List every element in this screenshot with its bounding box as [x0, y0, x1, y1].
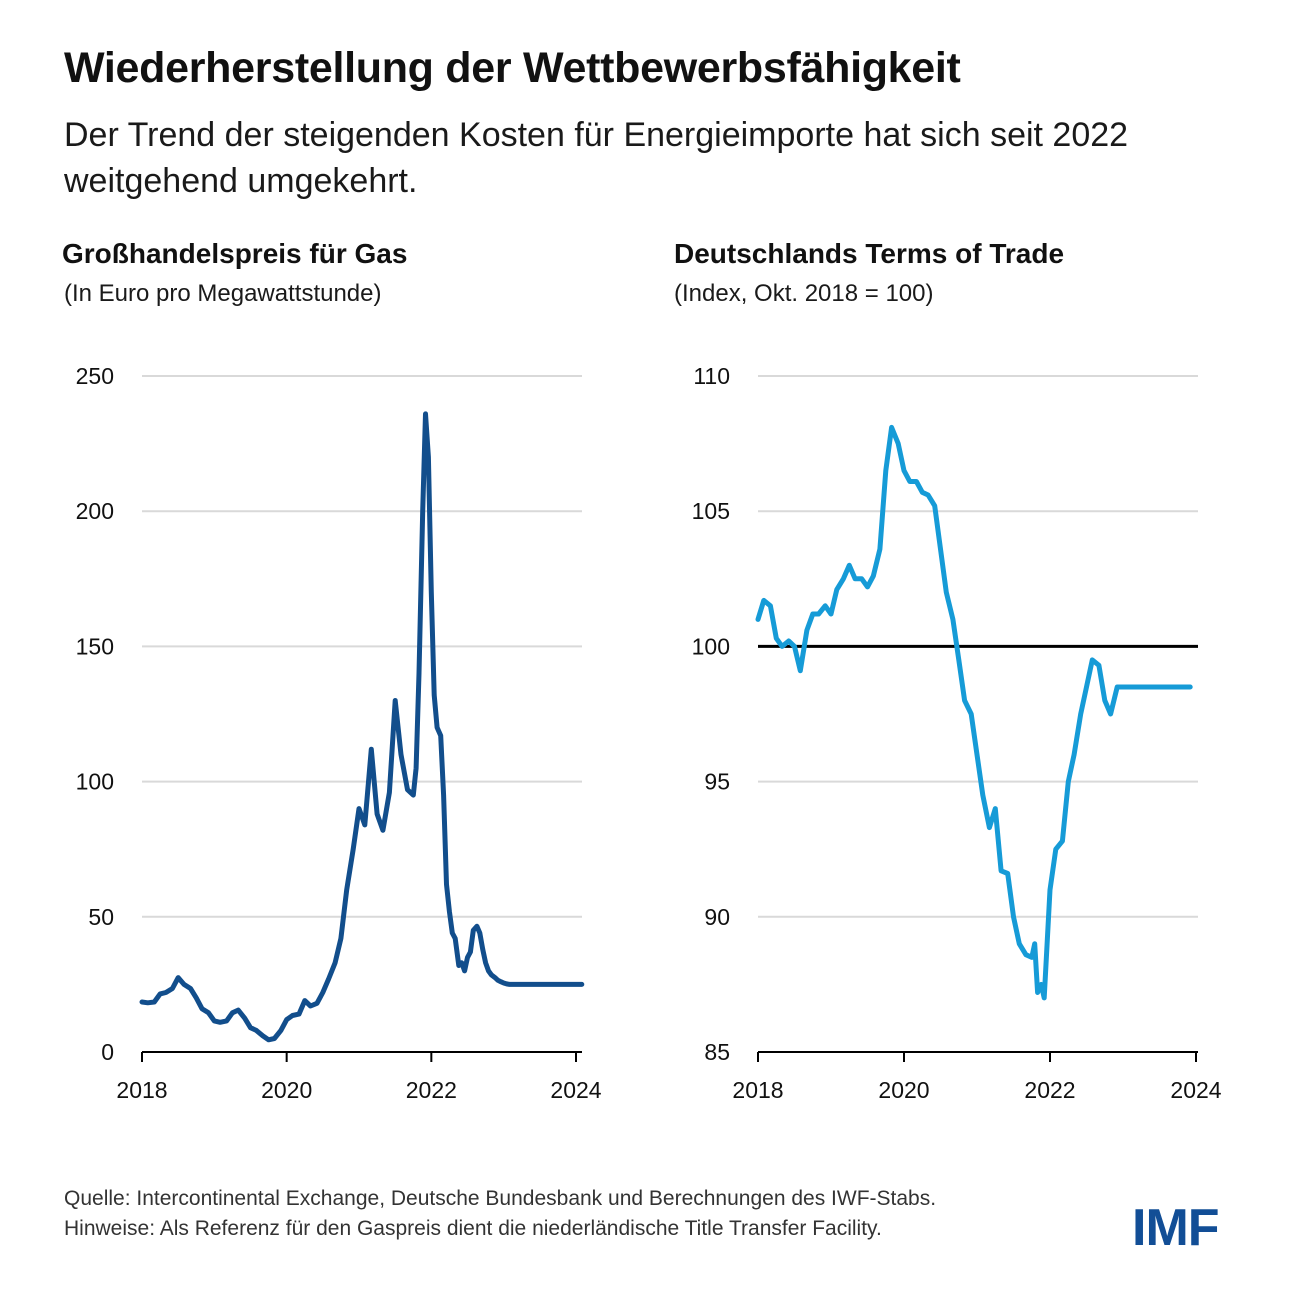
gas-chart-title: Großhandelspreis für Gas	[62, 238, 408, 269]
footer: Quelle: Intercontinental Exchange, Deuts…	[64, 1184, 936, 1244]
tot-y-tick-label: 90	[704, 904, 730, 930]
tot-x-tick-label: 2020	[878, 1077, 929, 1103]
gas-y-tick-label: 250	[76, 363, 114, 389]
gas-y-tick-label: 0	[101, 1039, 114, 1065]
imf-logo: IMF	[1132, 1199, 1220, 1257]
gas-x-tick-label: 2022	[406, 1077, 457, 1103]
gas-x-tick-label: 2020	[261, 1077, 312, 1103]
gas-x-tick-label: 2018	[116, 1077, 167, 1103]
gas-series-line	[139, 411, 585, 1043]
notes: Hinweise: Als Referenz für den Gaspreis …	[64, 1217, 882, 1240]
tot-x-tick-label: 2024	[1170, 1077, 1221, 1103]
tot-y-tick-label: 100	[692, 633, 730, 659]
tot-chart-title: Deutschlands Terms of Trade	[674, 238, 1065, 269]
gas-y-tick-label: 50	[88, 904, 114, 930]
source-note: Quelle: Intercontinental Exchange, Deuts…	[64, 1187, 937, 1210]
tot-y-tick-label: 95	[704, 769, 730, 795]
tot-x-tick-label: 2022	[1024, 1077, 1075, 1103]
tot-y-tick-label: 85	[704, 1039, 730, 1065]
gas-y-tick-label: 150	[76, 633, 114, 659]
tot-x-tick-label: 2018	[732, 1077, 783, 1103]
gas-y-tick-label: 100	[76, 769, 114, 795]
tot-y-tick-label: 110	[693, 363, 730, 389]
gas-y-tick-label: 200	[76, 498, 114, 524]
tot-series-line	[755, 424, 1193, 1001]
gas-x-tick-label: 2024	[550, 1077, 601, 1103]
page-title: Wiederherstellung der Wettbewerbsfähigke…	[64, 44, 961, 92]
gas-chart-subtitle: (In Euro pro Megawattstunde)	[64, 280, 382, 307]
tot-y-tick-label: 105	[692, 498, 730, 524]
page-subtitle: Der Trend der steigenden Kosten für Ener…	[64, 116, 1129, 200]
tot-chart-subtitle: (Index, Okt. 2018 = 100)	[674, 280, 934, 307]
